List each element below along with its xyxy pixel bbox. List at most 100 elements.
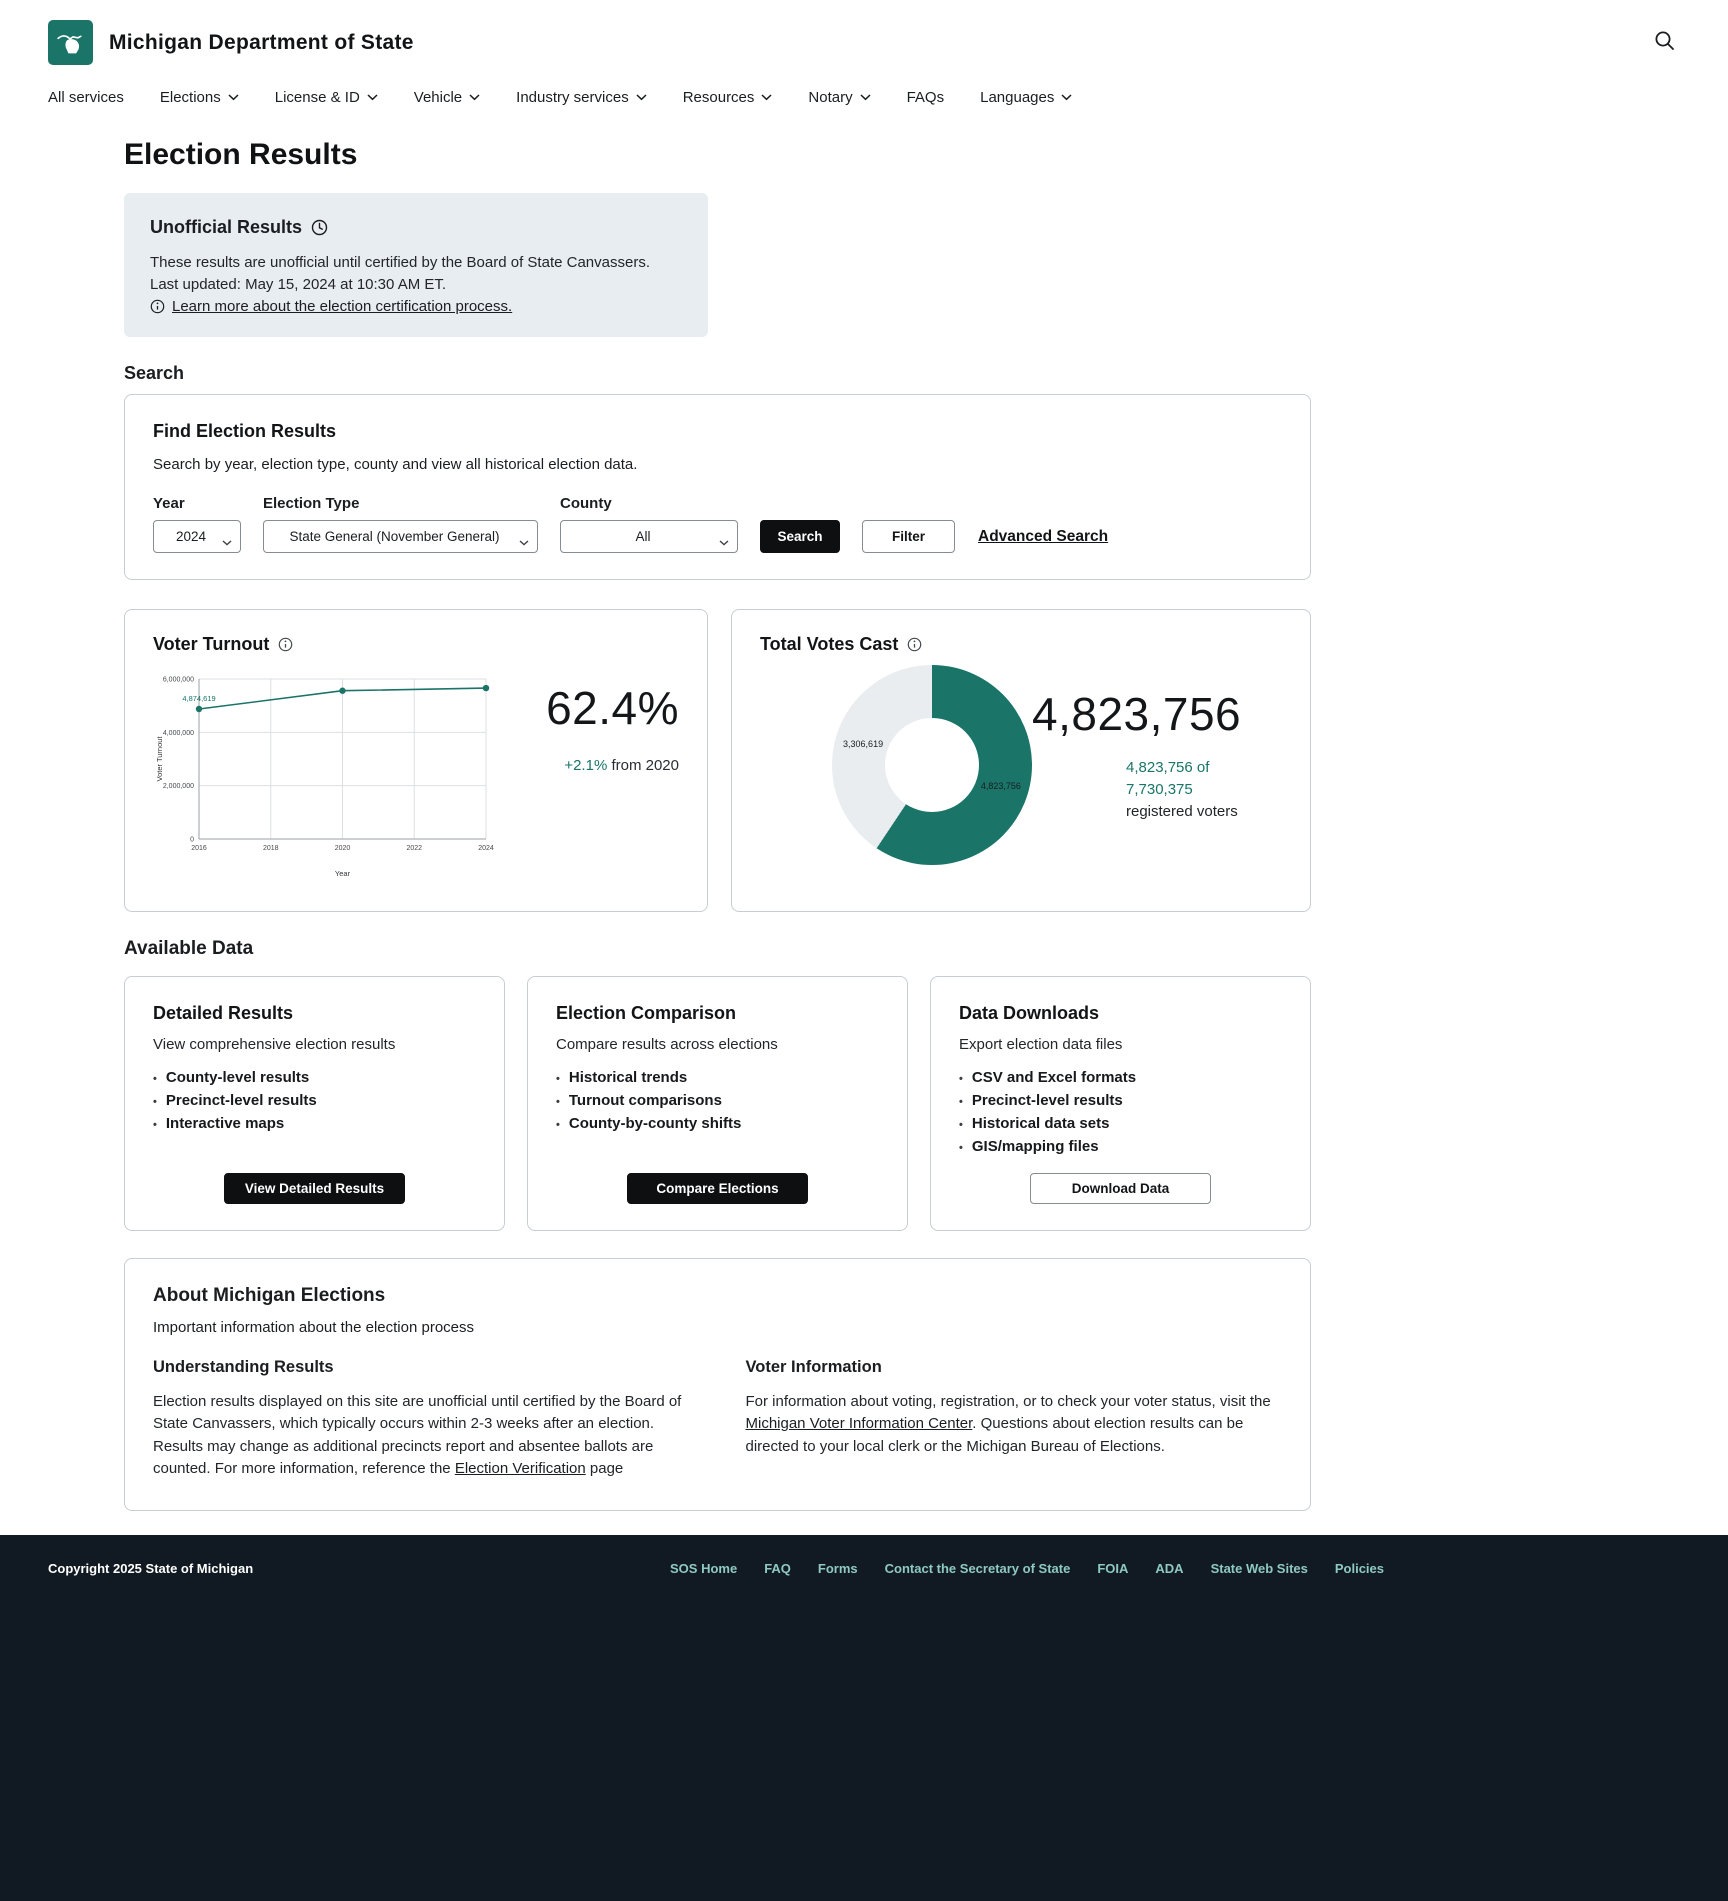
voter-turnout-card: Voter Turnout 0 2,000,000 4,000,000 6,000,0… [124, 609, 708, 913]
election-comparison-card: Election Comparison Compare results acro… [527, 976, 908, 1232]
election-type-select[interactable]: State General (November General) [263, 520, 538, 554]
county-label: County [560, 495, 612, 513]
bullet-text: Interactive maps [165, 1115, 285, 1133]
nav-label: Notary [808, 89, 853, 106]
detailed-results-card: Detailed Results View comprehensive elec… [124, 976, 505, 1232]
nav-vehicle[interactable]: Vehicle [414, 89, 480, 106]
text-after-link: . Questions about election results can b… [745, 1415, 1244, 1455]
nav-label: Resources [682, 89, 755, 106]
election-verification-link[interactable]: Election Verification [454, 1459, 586, 1477]
turnout-delta: +2.1% [564, 757, 608, 775]
svg-text:2020: 2020 [335, 845, 351, 852]
list-item: • CSV and Excel formats [959, 1067, 1282, 1090]
nav-all-services[interactable]: All services [48, 89, 124, 106]
nav-label: Vehicle [413, 89, 463, 106]
about-title: About Michigan Elections [153, 1285, 386, 1307]
bullet-icon: • [556, 1119, 560, 1132]
notice-line2: Last updated: May 15, 2024 at 10:30 AM E… [150, 275, 447, 293]
year-value: 2024 [175, 529, 207, 545]
info-icon[interactable] [278, 637, 293, 652]
donut-hole [885, 718, 979, 813]
votes-ratio-suffix: registered voters [1126, 802, 1238, 820]
nav-languages[interactable]: Languages [980, 89, 1072, 106]
footer-link-foia[interactable]: FOIA [1097, 1561, 1129, 1576]
card-title: Data Downloads [959, 1003, 1100, 1024]
card-description: Compare results across elections [556, 1036, 778, 1054]
bullet-list: • County-level results • Precinct-level re… [153, 1067, 476, 1136]
bullet-icon: • [959, 1119, 963, 1132]
certification-process-link[interactable]: Learn more about the election certificat… [172, 297, 513, 315]
turnout-delta-suffix: from 2020 [607, 757, 679, 775]
footer-link-contact[interactable]: Contact the Secretary of State [884, 1561, 1071, 1576]
turnout-delta-line: +2.1% from 2020 [546, 757, 679, 774]
footer-link-faq[interactable]: FAQ [764, 1561, 791, 1576]
voter-turnout-title: Voter Turnout [153, 634, 270, 655]
michigan-sos-logo[interactable] [48, 20, 93, 65]
year-select[interactable]: 2024 [153, 520, 241, 554]
svg-text:4,874,619: 4,874,619 [182, 694, 215, 703]
compare-elections-button[interactable]: Compare Elections [627, 1173, 808, 1205]
year-label: Year [153, 495, 185, 513]
year-field: Year 2024 [153, 495, 241, 554]
search-card-title: Find Election Results [153, 420, 337, 441]
svg-text:2024: 2024 [478, 845, 494, 852]
donut-segment-label-remainder: 3,306,619 [843, 739, 884, 750]
site-title: Michigan Department of State [109, 30, 414, 54]
footer-link-sos-home[interactable]: SOS Home [670, 1561, 738, 1576]
voter-information-center-link[interactable]: Michigan Voter Information Center [745, 1415, 973, 1433]
bullet-text: Turnout comparisons [568, 1092, 722, 1110]
bullet-icon: • [959, 1096, 963, 1109]
nav-resources[interactable]: Resources [683, 89, 773, 106]
text-after-link: page [585, 1459, 624, 1477]
nav-industry-services[interactable]: Industry services [516, 89, 647, 106]
bullet-text: County-level results [165, 1069, 310, 1087]
chevron-down-icon [860, 94, 871, 101]
nav-license-id[interactable]: License & ID [275, 89, 378, 106]
svg-text:2016: 2016 [191, 845, 207, 852]
bullet-list: • CSV and Excel formats • Precinct-level r… [959, 1067, 1282, 1159]
list-item: • Historical trends [556, 1067, 879, 1090]
chevron-down-icon [222, 534, 232, 549]
bullet-text: Historical trends [568, 1069, 688, 1087]
bullet-icon: • [153, 1096, 157, 1109]
nav-faqs[interactable]: FAQs [907, 89, 945, 106]
registered-voters-caption: 4,823,756 of 7,730,375 registered voters [1126, 757, 1278, 822]
footer-link-state-web-sites[interactable]: State Web Sites [1210, 1561, 1308, 1576]
column-text: For information about voting, registrati… [746, 1391, 1283, 1458]
search-button[interactable]: Search [760, 520, 840, 554]
filter-button[interactable]: Filter [862, 520, 955, 554]
page-title: Election Results [124, 138, 358, 171]
bullet-list: • Historical trends • Turnout comparisons … [556, 1067, 879, 1136]
county-select[interactable]: All [560, 520, 738, 554]
primary-nav: All services Elections License & ID Vehi… [0, 79, 1728, 124]
bullet-icon: • [556, 1096, 560, 1109]
footer-link-forms[interactable]: Forms [817, 1561, 858, 1576]
download-data-button[interactable]: Download Data [1030, 1173, 1211, 1205]
column-heading: Understanding Results [153, 1358, 334, 1377]
turnout-percentage: 62.4% [546, 682, 679, 735]
clock-icon [311, 219, 328, 236]
view-detailed-results-button[interactable]: View Detailed Results [224, 1173, 405, 1205]
svg-text:6,000,000: 6,000,000 [163, 677, 194, 684]
svg-text:Year: Year [335, 869, 351, 878]
search-icon[interactable] [1649, 25, 1680, 61]
list-item: • Precinct-level results [153, 1090, 476, 1113]
election-type-value: State General (November General) [289, 529, 500, 545]
chevron-down-icon [1061, 94, 1072, 101]
county-field: County All [560, 495, 738, 554]
turnout-line-chart: 0 2,000,000 4,000,000 6,000,000 2016 2018 2020… [155, 677, 494, 879]
votes-stats: 4,823,756 4,823,756 of 7,730,375 registe… [1032, 665, 1282, 865]
svg-text:2022: 2022 [406, 845, 422, 852]
svg-text:4,000,000: 4,000,000 [163, 730, 194, 737]
about-michigan-elections-card: About Michigan Elections Important infor… [124, 1258, 1311, 1511]
footer-link-policies[interactable]: Policies [1334, 1561, 1384, 1576]
nav-elections[interactable]: Elections [160, 89, 239, 106]
chevron-down-icon [228, 94, 239, 101]
svg-text:Voter Turnout: Voter Turnout [155, 736, 164, 782]
footer-link-ada[interactable]: ADA [1155, 1561, 1184, 1576]
nav-notary[interactable]: Notary [808, 89, 871, 106]
total-votes-card: Total Votes Cast 4,823,756 3,306,619 4,8… [731, 609, 1311, 913]
advanced-search-link[interactable]: Advanced Search [978, 528, 1109, 546]
info-icon[interactable] [907, 637, 922, 652]
nav-label: All services [48, 89, 124, 106]
